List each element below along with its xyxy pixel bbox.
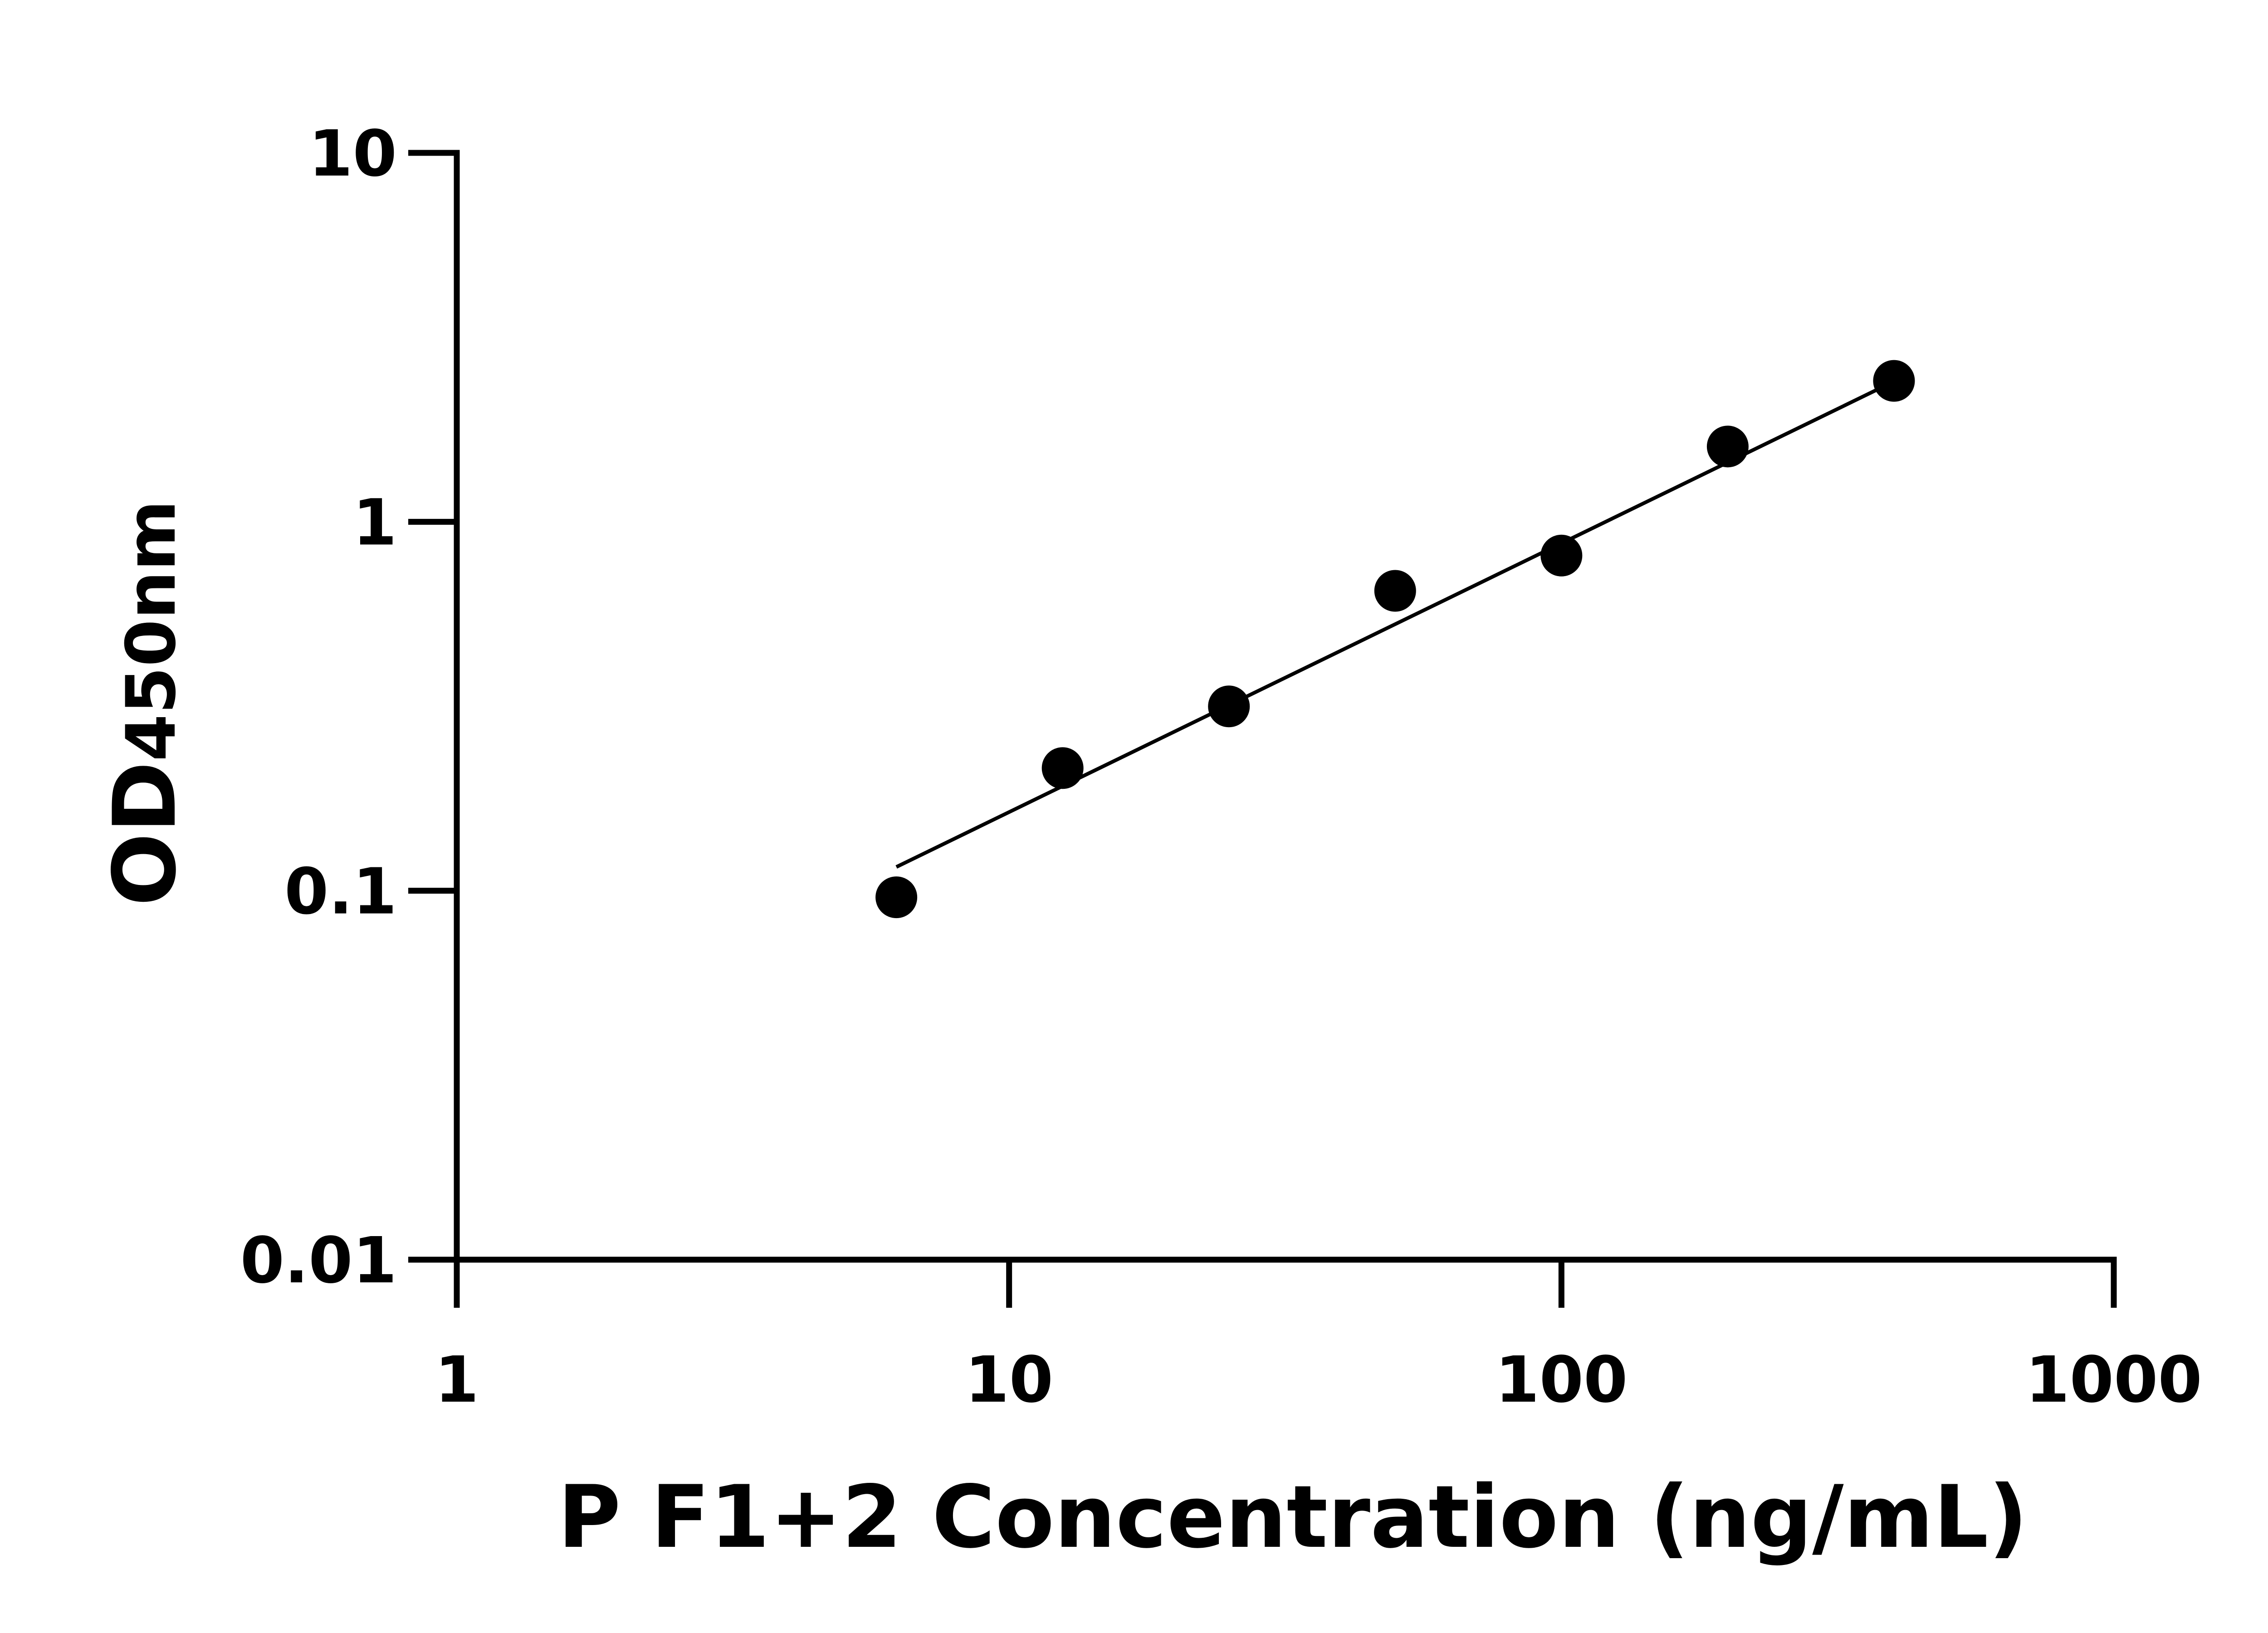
data-point: [1706, 425, 1749, 468]
x-axis-title: P F1+2 Concentration (ng/mL): [558, 1467, 2028, 1567]
x-tick-label: 100: [1495, 1343, 1628, 1417]
data-point: [875, 876, 918, 919]
y-axis-title-main: OD: [95, 761, 195, 906]
tick-labels: 1 10 100 1000 0.01 0.1 1 10: [240, 117, 2202, 1417]
y-tick-label: 1: [353, 486, 397, 560]
data-marks: [875, 360, 1915, 919]
data-point: [1208, 685, 1250, 728]
data-point: [1374, 570, 1416, 612]
x-tick-label: 1: [435, 1343, 479, 1417]
y-tick-label: 0.01: [240, 1224, 397, 1298]
data-point: [1873, 360, 1915, 402]
y-axis-title: OD450nm: [95, 500, 195, 906]
y-tick-label: 10: [308, 117, 397, 191]
data-point: [1540, 534, 1583, 577]
x-tick-label: 1000: [2025, 1343, 2202, 1417]
x-tick-label: 10: [965, 1343, 1053, 1417]
axes: [408, 150, 2117, 1308]
data-point: [1041, 747, 1084, 789]
y-tick-label: 0.1: [284, 855, 397, 929]
y-axis-title-sub: 450nm: [112, 500, 191, 761]
